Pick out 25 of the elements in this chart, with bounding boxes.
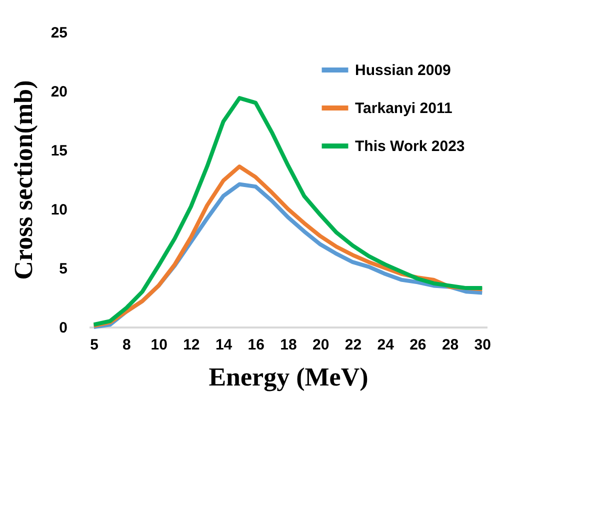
x-tick-label: 16 (248, 336, 264, 354)
y-tick-label: 5 (59, 260, 68, 278)
y-tick-label: 15 (50, 142, 68, 160)
y-tick-label: 20 (50, 84, 68, 100)
legend-label: Tarkanyi 2011 (355, 100, 452, 117)
line-series (92, 96, 484, 327)
y-tick-label: 10 (50, 202, 68, 218)
x-axis-title: Energy (MeV) (208, 362, 368, 392)
legend-label: This Work 2023 (355, 138, 465, 155)
x-tick-label: 8 (122, 336, 131, 354)
x-tick-label: 20 (312, 336, 330, 354)
x-tick-label: 30 (474, 336, 491, 354)
y-axis-title: Cross section(mb) (8, 80, 38, 280)
x-tick-label: 10 (150, 336, 168, 354)
x-tick-label: 12 (183, 336, 200, 354)
x-tick-label: 5 (90, 336, 99, 354)
legend-label: Hussian 2009 (355, 62, 451, 79)
y-tick-label: 0 (59, 320, 68, 336)
x-tick-label: 28 (442, 336, 459, 354)
x-tick-label: 14 (215, 336, 233, 354)
y-tick-label: 25 (50, 24, 68, 42)
x-tick-label: 22 (344, 336, 362, 354)
x-tick-label: 24 (377, 336, 395, 354)
x-tick-label: 26 (410, 336, 426, 354)
x-tick-label: 18 (280, 336, 297, 354)
